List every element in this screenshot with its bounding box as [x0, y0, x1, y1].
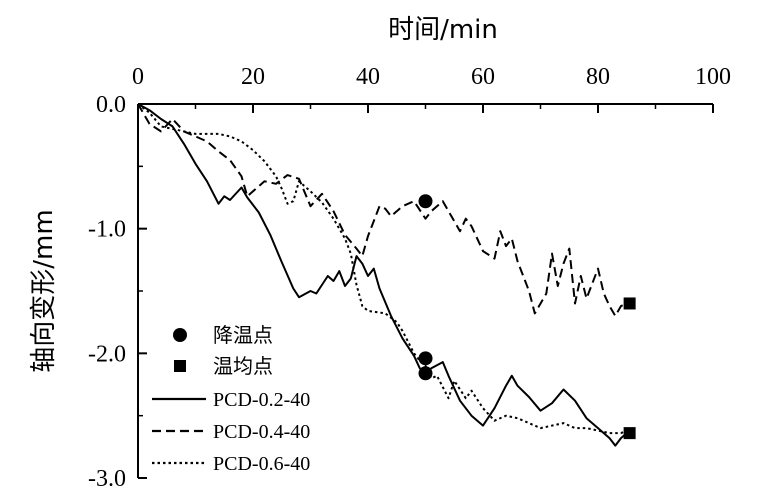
x-ticks: 0 20 40 60 80 100 [132, 64, 731, 113]
uniform-point-marker [623, 427, 636, 440]
series-line-2 [137, 103, 628, 317]
cooling-point-marker [418, 194, 433, 209]
series-layer [137, 103, 628, 447]
legend-label-uniform-point: 温均点 [213, 354, 273, 378]
legend-label-cooling-point: 降温点 [213, 323, 273, 347]
x-tick-label: 20 [241, 64, 265, 90]
axes: 0 20 40 60 80 100 0.0 -1.0 -2.0 -3.0 [88, 64, 731, 492]
legend-square-marker [174, 360, 186, 372]
x-tick-label: 0 [132, 64, 144, 90]
legend-circle-marker [173, 328, 187, 342]
legend-label-series-3: PCD-0.6-40 [213, 453, 310, 475]
y-tick-label: -2.0 [88, 341, 126, 367]
y-tick-label: 0.0 [96, 92, 126, 118]
y-tick-label: -1.0 [88, 217, 126, 243]
y-tick-label: -3.0 [88, 466, 126, 492]
y-axis-title: 轴向变形/mm [29, 209, 59, 372]
y-ticks: 0.0 -1.0 -2.0 -3.0 [88, 92, 147, 492]
series-line-3 [137, 103, 628, 435]
legend-label-series-2: PCD-0.4-40 [213, 421, 310, 443]
cooling-point-marker [418, 366, 433, 381]
x-axis-title: 时间/min [388, 15, 498, 45]
x-tick-label: 40 [356, 64, 380, 90]
x-tick-label: 100 [695, 64, 731, 90]
legend: 降温点 温均点 PCD-0.2-40 PCD-0.4-40 PCD-0.6-40 [152, 323, 310, 475]
legend-label-series-1: PCD-0.2-40 [213, 389, 310, 411]
uniform-point-marker [623, 297, 636, 310]
cooling-point-marker [418, 351, 433, 366]
series-line-1 [137, 103, 628, 447]
marker-layer [418, 194, 636, 440]
x-tick-label: 60 [471, 64, 495, 90]
x-tick-label: 80 [586, 64, 610, 90]
